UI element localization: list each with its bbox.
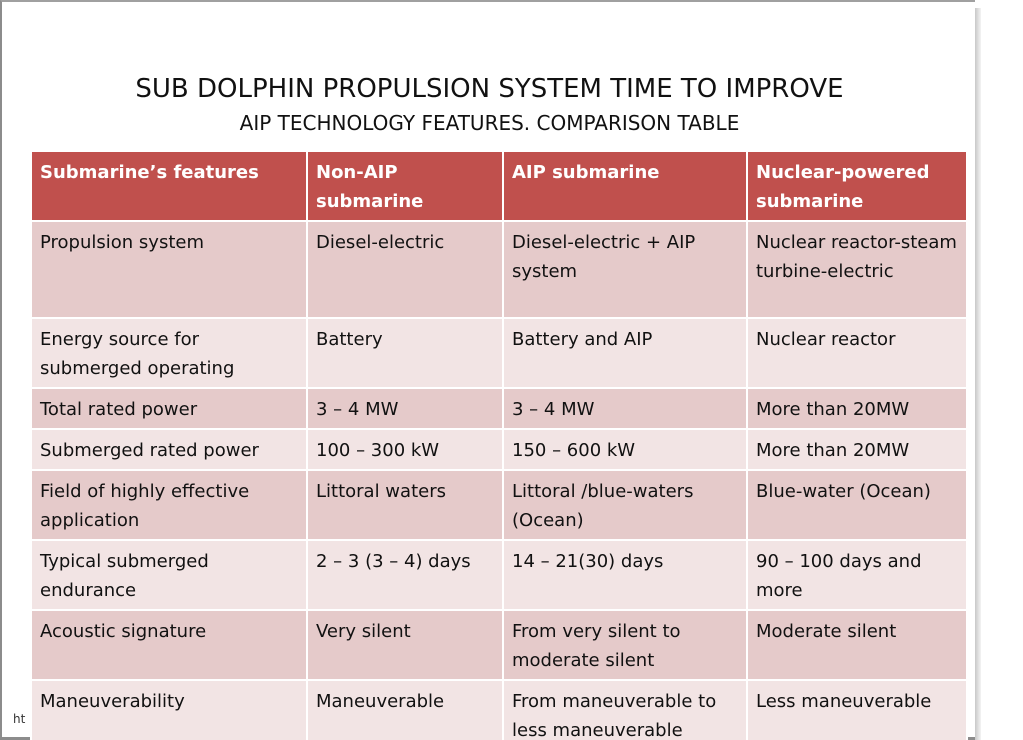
table-row: Acoustic signature Very silent From very… xyxy=(30,609,968,681)
table-cell: Acoustic signature xyxy=(30,609,308,681)
table-cell: 3 – 4 MW xyxy=(502,387,748,430)
table-cell: Blue-water (Ocean) xyxy=(746,469,968,541)
header-aip: AIP submarine xyxy=(502,150,748,222)
table-cell: Nuclear reactor-steam turbine-electric xyxy=(746,220,968,319)
table-cell: Submerged rated power xyxy=(30,428,308,471)
table-cell: From maneuverable to less maneuverable xyxy=(502,679,748,740)
table-cell: 3 – 4 MW xyxy=(306,387,504,430)
table-cell: Total rated power xyxy=(30,387,308,430)
table-cell: Moderate silent xyxy=(746,609,968,681)
table-cell: Battery xyxy=(306,317,504,389)
table-cell: Maneuverable xyxy=(306,679,504,740)
slide-title: SUB DOLPHIN PROPULSION SYSTEM TIME TO IM… xyxy=(135,74,844,104)
table-cell: Littoral waters xyxy=(306,469,504,541)
table-cell: Propulsion system xyxy=(30,220,308,319)
table-cell: 150 – 600 kW xyxy=(502,428,748,471)
table-cell: From very silent to moderate silent xyxy=(502,609,748,681)
table-row: Maneuverability Maneuverable From maneuv… xyxy=(30,679,968,740)
table-row: Submerged rated power 100 – 300 kW 150 –… xyxy=(30,428,968,471)
comparison-table: Submarine’s features Non-AIP submarine A… xyxy=(30,150,968,740)
table-cell: Nuclear reactor xyxy=(746,317,968,389)
table-cell: Diesel-electric + AIP system xyxy=(502,220,748,319)
comparison-table-container: Submarine’s features Non-AIP submarine A… xyxy=(30,150,968,740)
table-cell: Maneuverability xyxy=(30,679,308,740)
table-cell: Less maneuverable xyxy=(746,679,968,740)
slide: SUB DOLPHIN PROPULSION SYSTEM TIME TO IM… xyxy=(0,0,975,740)
table-cell: Battery and AIP xyxy=(502,317,748,389)
header-nuclear: Nuclear-powered submarine xyxy=(746,150,968,222)
table-cell: Very silent xyxy=(306,609,504,681)
footnote-text: ht xyxy=(13,712,26,726)
table-row: Typical submerged endurance 2 – 3 (3 – 4… xyxy=(30,539,968,611)
slide-subtitle: AIP TECHNOLOGY FEATURES. COMPARISON TABL… xyxy=(239,111,740,135)
table-cell: More than 20MW xyxy=(746,428,968,471)
table-cell: More than 20MW xyxy=(746,387,968,430)
table-row: Energy source for submerged operating Ba… xyxy=(30,317,968,389)
slide-shadow xyxy=(975,8,981,740)
table-cell: Field of highly effective application xyxy=(30,469,308,541)
table-cell: Littoral /blue-waters (Ocean) xyxy=(502,469,748,541)
table-row: Field of highly effective application Li… xyxy=(30,469,968,541)
header-features: Submarine’s features xyxy=(30,150,308,222)
table-cell: Diesel-electric xyxy=(306,220,504,319)
table-cell: 2 – 3 (3 – 4) days xyxy=(306,539,504,611)
table-cell: 14 – 21(30) days xyxy=(502,539,748,611)
table-cell: Energy source for submerged operating xyxy=(30,317,308,389)
table-row: Total rated power 3 – 4 MW 3 – 4 MW More… xyxy=(30,387,968,430)
table-row: Propulsion system Diesel-electric Diesel… xyxy=(30,220,968,319)
table-cell: 100 – 300 kW xyxy=(306,428,504,471)
table-cell: 90 – 100 days and more xyxy=(746,539,968,611)
table-cell: Typical submerged endurance xyxy=(30,539,308,611)
header-non-aip: Non-AIP submarine xyxy=(306,150,504,222)
table-header-row: Submarine’s features Non-AIP submarine A… xyxy=(30,150,968,222)
